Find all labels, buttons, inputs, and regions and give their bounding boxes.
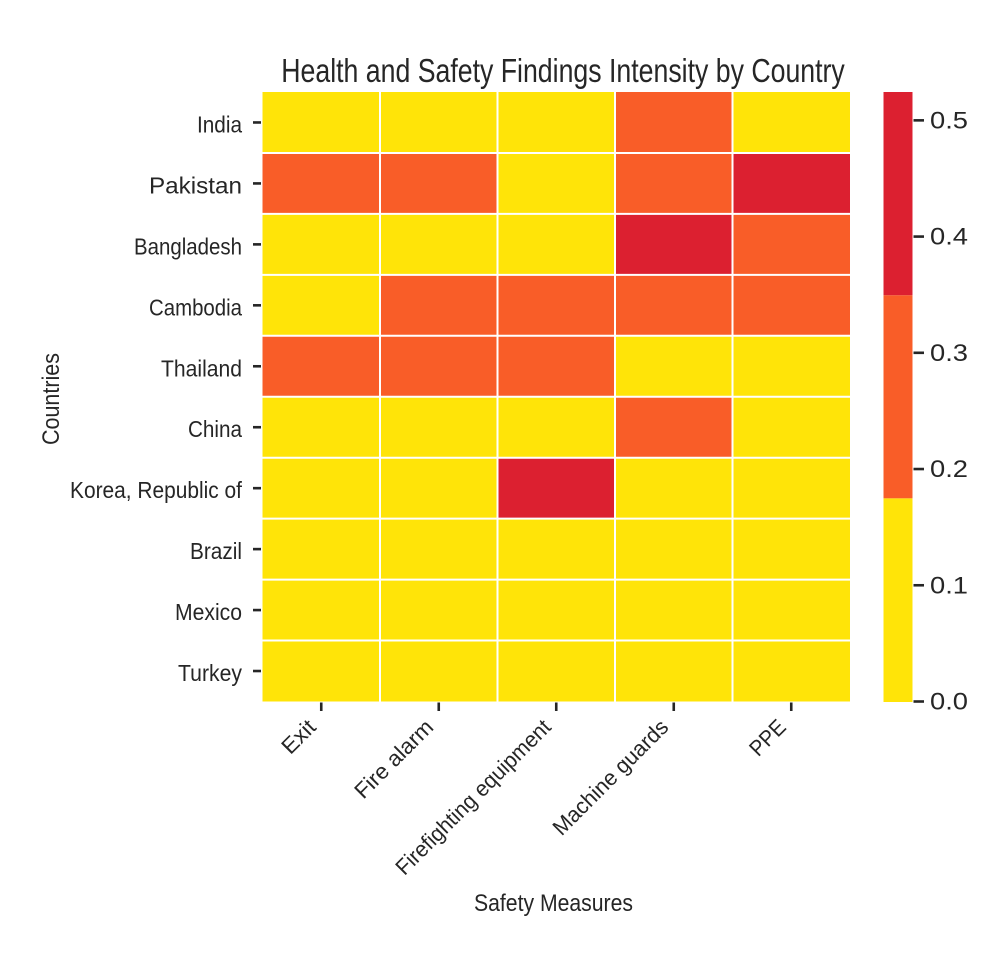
svg-text:China: China [188, 416, 242, 442]
svg-text:India: India [197, 111, 242, 137]
svg-text:Thailand: Thailand [161, 355, 242, 381]
svg-text:Turkey: Turkey [178, 660, 242, 686]
svg-text:0.4: 0.4 [930, 224, 968, 251]
svg-text:Health and Safety Findings Int: Health and Safety Findings Intensity by … [281, 52, 845, 89]
svg-text:0.3: 0.3 [930, 340, 968, 367]
svg-text:0.0: 0.0 [930, 689, 968, 716]
svg-text:Brazil: Brazil [190, 538, 242, 564]
svg-text:Cambodia: Cambodia [149, 294, 242, 320]
svg-text:Pakistan: Pakistan [149, 172, 242, 198]
svg-text:0.5: 0.5 [930, 107, 968, 134]
svg-text:Korea, Republic of: Korea, Republic of [70, 477, 243, 503]
svg-text:0.2: 0.2 [930, 456, 968, 483]
svg-text:0.1: 0.1 [930, 572, 968, 599]
svg-text:Countries: Countries [38, 353, 65, 445]
svg-text:Safety Measures: Safety Measures [474, 890, 633, 917]
svg-text:Bangladesh: Bangladesh [134, 233, 242, 259]
svg-text:Mexico: Mexico [175, 599, 242, 625]
